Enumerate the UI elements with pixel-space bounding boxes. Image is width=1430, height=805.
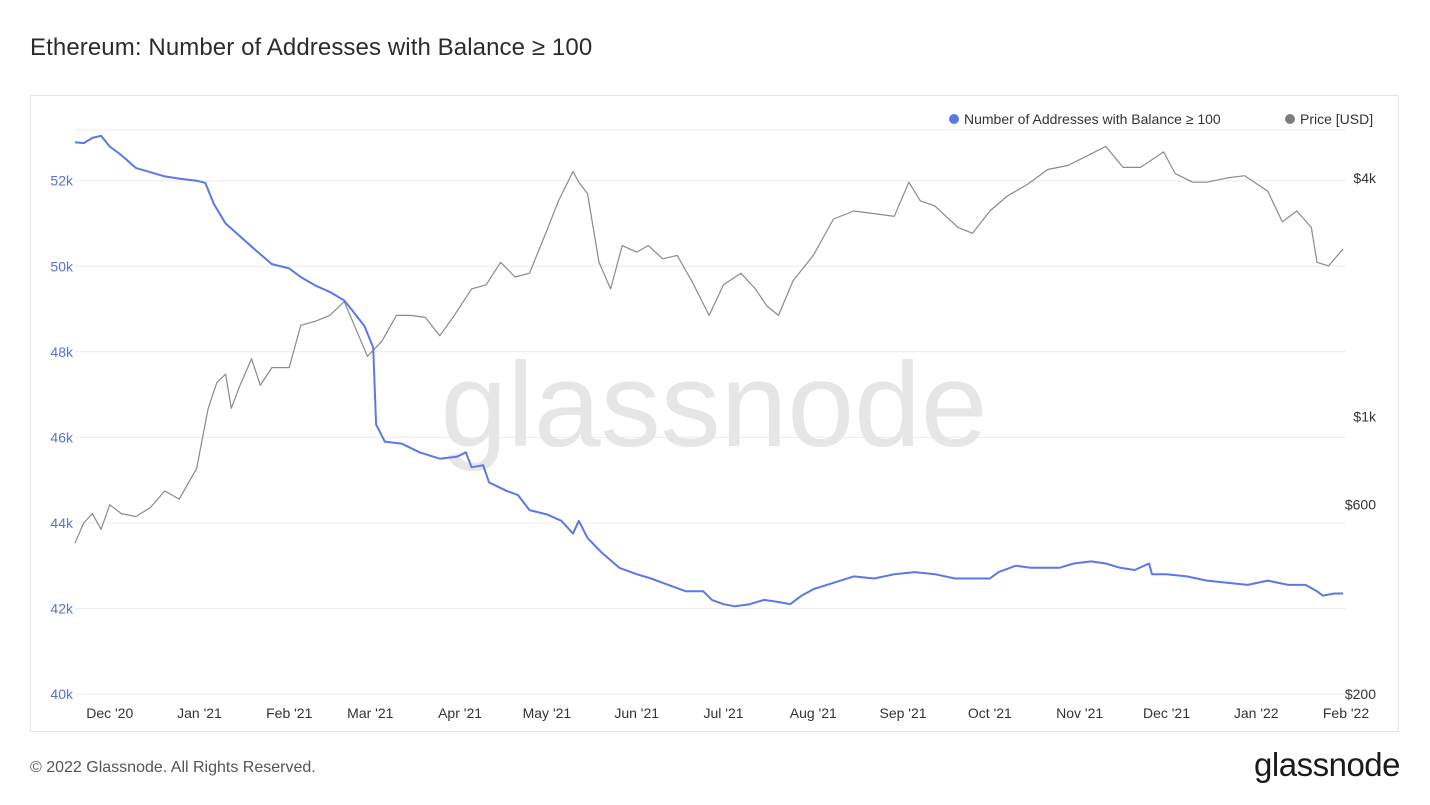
chart-svg: glassnode 40k 42k 44k 46k 48k 50k 52k $200 $600… bbox=[50, 111, 1377, 721]
chart-frame: glassnode 40k 42k 44k 46k 48k 50k 52k $200 $600… bbox=[30, 95, 1399, 732]
series-lines bbox=[74, 134, 1344, 608]
x-tick-label: Sep '21 bbox=[880, 705, 927, 721]
x-tick-label: Aug '21 bbox=[790, 705, 837, 721]
legend-marker-price bbox=[1285, 114, 1295, 124]
glassnode-logo[interactable]: glassnode bbox=[1254, 746, 1400, 783]
left-tick-label: 42k bbox=[50, 600, 74, 616]
x-tick-label: Mar '21 bbox=[347, 705, 393, 721]
right-tick-label: $1k bbox=[1353, 409, 1377, 425]
gridlines bbox=[75, 129, 1346, 695]
legend-marker-addresses bbox=[949, 114, 959, 124]
left-tick-label: 46k bbox=[50, 429, 74, 445]
series-line-addresses bbox=[74, 134, 1344, 608]
left-tick-label: 44k bbox=[50, 515, 74, 531]
watermark-text: glassnode bbox=[440, 338, 987, 472]
x-tick-label: Feb '21 bbox=[266, 705, 312, 721]
footer-copyright: © 2022 Glassnode. All Rights Reserved. bbox=[30, 759, 316, 776]
x-tick-label: Oct '21 bbox=[968, 705, 1012, 721]
x-tick-label: Jan '22 bbox=[1234, 705, 1279, 721]
x-tick-label: Jul '21 bbox=[704, 705, 744, 721]
legend: Number of Addresses with Balance ≥ 100 P… bbox=[949, 111, 1373, 127]
legend-label-price[interactable]: Price [USD] bbox=[1300, 111, 1373, 127]
x-tick-label: Nov '21 bbox=[1056, 705, 1103, 721]
right-axis-ticks: $200 $600 $1k $4k bbox=[1345, 170, 1377, 702]
x-tick-label: May '21 bbox=[523, 705, 572, 721]
legend-label-addresses[interactable]: Number of Addresses with Balance ≥ 100 bbox=[964, 111, 1221, 127]
x-tick-label: Feb '22 bbox=[1323, 705, 1369, 721]
x-tick-label: Dec '20 bbox=[86, 705, 133, 721]
x-axis-ticks: Dec '20 Jan '21 Feb '21 Mar '21 Apr '21 May '… bbox=[86, 705, 1369, 721]
right-tick-label: $200 bbox=[1345, 686, 1376, 702]
left-tick-label: 50k bbox=[50, 258, 74, 274]
x-tick-label: Apr '21 bbox=[438, 705, 482, 721]
page-title: Ethereum: Number of Addresses with Balan… bbox=[30, 34, 593, 61]
right-tick-label: $4k bbox=[1353, 170, 1377, 186]
x-tick-label: Jun '21 bbox=[614, 705, 659, 721]
x-tick-label: Dec '21 bbox=[1143, 705, 1190, 721]
left-tick-label: 40k bbox=[50, 686, 74, 702]
x-tick-label: Jan '21 bbox=[177, 705, 222, 721]
series-line-price bbox=[74, 145, 1344, 544]
left-tick-label: 52k bbox=[50, 173, 74, 189]
left-tick-label: 48k bbox=[50, 344, 74, 360]
right-tick-label: $600 bbox=[1345, 497, 1376, 513]
left-axis-ticks: 40k 42k 44k 46k 48k 50k 52k bbox=[50, 173, 74, 702]
